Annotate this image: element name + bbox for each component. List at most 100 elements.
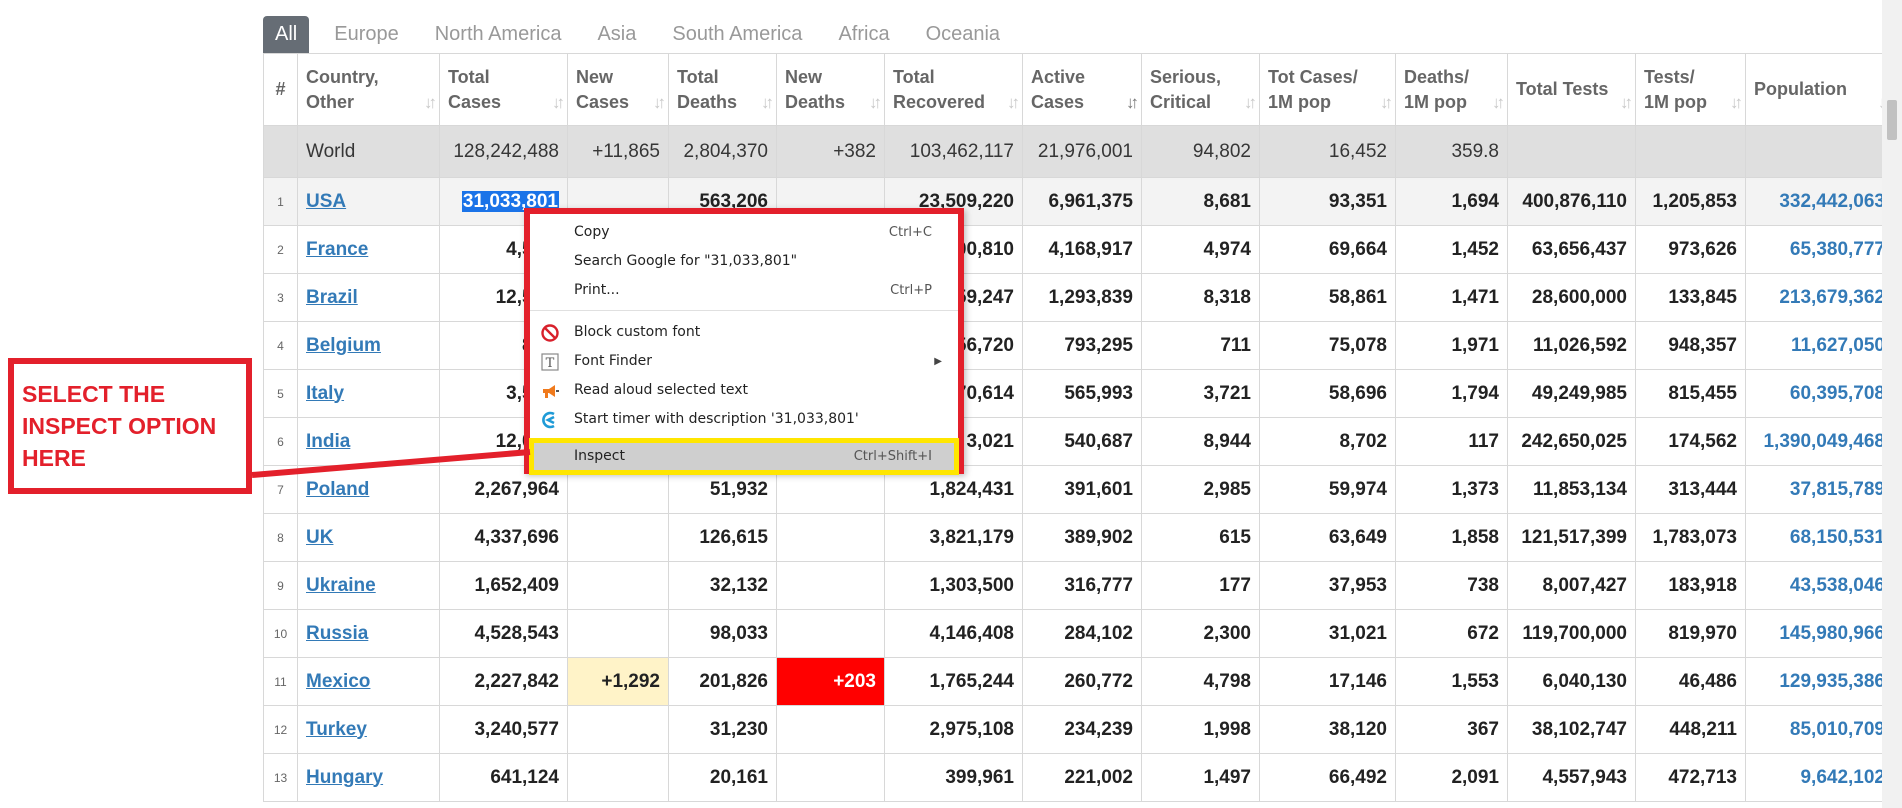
menu-item-start-timer-label: Start timer with description '31,033,801… (574, 411, 859, 427)
column-header[interactable]: Total Recovered ↓↑ (884, 53, 1023, 126)
data-cell (567, 705, 669, 754)
table-row: 10 Russia 4,528,543 98,033 4,146,408 284,102 2… (263, 609, 1883, 658)
data-cell: 313,444 (1635, 465, 1746, 514)
column-header[interactable]: Total Deaths ↓↑ (668, 53, 777, 126)
column-header-label: Total Recovered (893, 66, 986, 112)
data-cell: 615 (1141, 513, 1260, 562)
data-cell: 177 (1141, 561, 1260, 610)
data-cell: 65,380,777 (1745, 225, 1883, 274)
tab-asia[interactable]: Asia (597, 23, 637, 45)
sort-icon[interactable]: ↓↑ (424, 93, 437, 112)
country-link[interactable]: India (306, 430, 351, 452)
data-cell: 37,815,789 (1745, 465, 1883, 514)
sort-icon[interactable]: ↓↑ (1878, 93, 1883, 112)
data-cell: 16,452 (1259, 125, 1396, 178)
menu-item-inspect[interactable]: Inspect Ctrl+Shift+I (529, 438, 959, 475)
menu-separator (530, 438, 958, 439)
data-cell: 1,998 (1141, 705, 1260, 754)
column-header[interactable]: New Deaths ↓↑ (776, 53, 885, 126)
column-header[interactable]: Tests/ 1M pop ↓↑ (1635, 53, 1746, 126)
tab-africa[interactable]: Africa (838, 23, 890, 45)
block-icon (541, 324, 559, 342)
data-cell (1745, 125, 1883, 178)
data-cell: 4,798 (1141, 657, 1260, 706)
annotation-callout: SELECT THE INSPECT OPTION HERE (8, 358, 252, 494)
menu-item-print[interactable]: Print... Ctrl+P (530, 276, 958, 305)
column-header[interactable]: Active Cases ↓↑ (1022, 53, 1142, 126)
table-row: 8 UK 4,337,696 126,615 3,821,179 389,902 615 63… (263, 513, 1883, 562)
country-link[interactable]: UK (306, 526, 334, 548)
sort-icon[interactable]: ↓↑ (1492, 93, 1505, 112)
column-header-label: Serious, Critical (1150, 66, 1222, 112)
sort-icon[interactable]: ↓↑ (653, 93, 666, 112)
country-link[interactable]: Russia (306, 622, 369, 644)
data-cell: 129,935,386 (1745, 657, 1883, 706)
country-link[interactable]: Turkey (306, 718, 367, 740)
sort-icon[interactable]: ↓↑ (1007, 93, 1020, 112)
column-header[interactable]: Deaths/ 1M pop ↓↑ (1395, 53, 1508, 126)
column-header[interactable]: Total Cases ↓↑ (439, 53, 568, 126)
country-link[interactable]: Belgium (306, 334, 381, 356)
data-cell: 4,557,943 (1507, 753, 1636, 802)
tab-north-america[interactable]: North America (434, 23, 562, 45)
data-cell: 2,091 (1395, 753, 1508, 802)
data-cell: 316,777 (1022, 561, 1142, 610)
data-cell: 1,765,244 (884, 657, 1023, 706)
column-header[interactable]: Serious, Critical ↓↑ (1141, 53, 1260, 126)
data-cell: 93,351 (1259, 177, 1396, 226)
country-link[interactable]: Poland (306, 478, 370, 500)
menu-item-copy[interactable]: Copy Ctrl+C (530, 218, 958, 247)
data-cell (776, 561, 885, 610)
sort-icon[interactable]: ↓↑ (1126, 93, 1139, 112)
sort-icon[interactable]: ↓↑ (552, 93, 565, 112)
column-header-label: Total Deaths (677, 66, 738, 112)
data-cell: 332,442,063 (1745, 177, 1883, 226)
copy-shortcut: Ctrl+C (888, 225, 932, 240)
column-header[interactable]: Total Tests ↓↑ (1507, 53, 1636, 126)
sort-icon[interactable]: ↓↑ (1730, 93, 1743, 112)
svg-text:T: T (546, 356, 555, 371)
sort-icon[interactable]: ↓↑ (1244, 93, 1257, 112)
menu-item-start-timer[interactable]: Start timer with description '31,033,801… (530, 405, 958, 434)
country-link[interactable]: Italy (306, 382, 345, 404)
sort-icon[interactable]: ↓↑ (761, 93, 774, 112)
country-link[interactable]: Hungary (306, 766, 384, 788)
selected-text[interactable]: 31,033,801 (461, 190, 559, 212)
tab-oceania[interactable]: Oceania (925, 23, 1001, 45)
menu-item-font-finder[interactable]: T Font Finder ▶ (530, 347, 958, 376)
column-header[interactable]: Population ↓↑ (1745, 53, 1883, 126)
scrollbar-thumb[interactable] (1887, 100, 1897, 140)
country-link[interactable]: Mexico (306, 670, 371, 692)
menu-item-search-google[interactable]: Search Google for "31,033,801" (530, 247, 958, 276)
context-menu: Copy Ctrl+C Search Google for "31,033,80… (524, 208, 964, 475)
menu-item-block-font[interactable]: Block custom font (530, 318, 958, 347)
column-header[interactable]: Tot Cases/ 1M pop ↓↑ (1259, 53, 1396, 126)
country-link[interactable]: France (306, 238, 369, 260)
data-cell: 117 (1395, 417, 1508, 466)
data-cell: 400,876,110 (1507, 177, 1636, 226)
table-row: 2France4,554,00,8104,168,9174,97469,6641… (263, 225, 1883, 274)
data-cell: 103,462,117 (884, 125, 1023, 178)
sort-icon[interactable]: ↓↑ (1620, 93, 1633, 112)
country-link[interactable]: Ukraine (306, 574, 376, 596)
font-finder-icon: T (541, 353, 559, 371)
page-scrollbar[interactable] (1882, 0, 1902, 808)
data-cell: 711 (1141, 321, 1260, 370)
column-header[interactable]: New Cases ↓↑ (567, 53, 669, 126)
menu-item-block-font-label: Block custom font (574, 324, 701, 340)
tab-all[interactable]: All (263, 16, 310, 53)
data-cell (776, 609, 885, 658)
data-cell: 85,010,709 (1745, 705, 1883, 754)
country-link[interactable]: Brazil (306, 286, 358, 308)
menu-item-read-aloud[interactable]: Read aloud selected text (530, 376, 958, 405)
tab-south-america[interactable]: South America (672, 23, 803, 45)
column-header-label: Deaths/ 1M pop (1404, 66, 1470, 112)
column-header[interactable]: Country, Other ↓↑ (297, 53, 440, 126)
sort-icon[interactable]: ↓↑ (1380, 93, 1393, 112)
data-cell: 3,240,577 (439, 705, 568, 754)
sort-icon[interactable]: ↓↑ (869, 93, 882, 112)
country-cell: Brazil (297, 273, 440, 322)
data-cell: 21,976,001 (1022, 125, 1142, 178)
country-link[interactable]: USA (306, 190, 347, 212)
tab-europe[interactable]: Europe (334, 23, 399, 45)
